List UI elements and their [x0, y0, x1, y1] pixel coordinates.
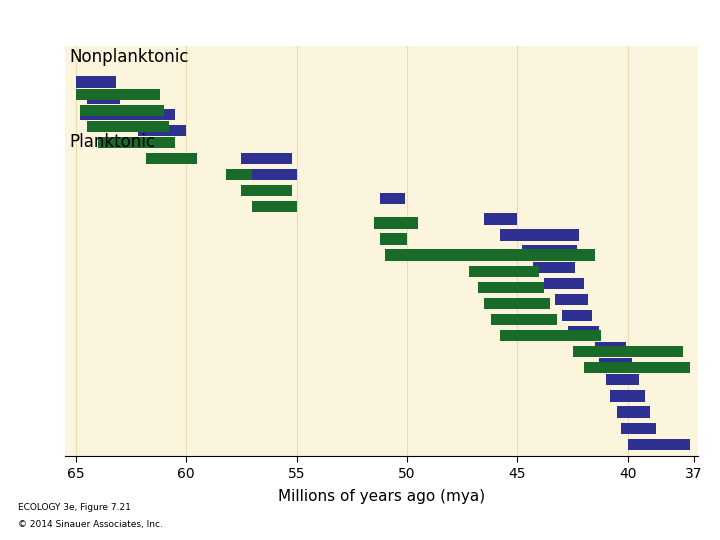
Bar [76, 77, 116, 87]
Text: Figure 7.21  Developmental Mode and Species Longevity: Figure 7.21 Developmental Mode and Speci… [9, 11, 388, 24]
Bar [385, 249, 595, 261]
Bar [491, 314, 557, 325]
Bar [485, 298, 551, 309]
Bar [555, 294, 588, 305]
Bar [138, 125, 186, 136]
Bar [572, 346, 683, 357]
Text: Planktonic: Planktonic [69, 132, 156, 151]
Bar [87, 92, 120, 104]
Bar [98, 137, 175, 148]
Text: ECOLOGY 3e, Figure 7.21: ECOLOGY 3e, Figure 7.21 [18, 503, 131, 512]
Bar [500, 230, 579, 241]
Bar [544, 278, 584, 289]
Text: Nonplanktonic: Nonplanktonic [69, 48, 189, 66]
Bar [253, 169, 297, 180]
Bar [469, 266, 539, 277]
Bar [522, 246, 577, 256]
Bar [241, 153, 292, 164]
Bar [606, 374, 639, 386]
Text: © 2014 Sinauer Associates, Inc.: © 2014 Sinauer Associates, Inc. [18, 519, 163, 529]
Bar [595, 342, 626, 353]
Bar [568, 326, 599, 337]
Bar [374, 217, 418, 228]
Bar [87, 121, 168, 132]
Bar [485, 213, 518, 225]
Bar [599, 358, 632, 369]
Bar [477, 282, 544, 293]
Bar [621, 422, 657, 434]
Bar [80, 109, 175, 120]
X-axis label: Millions of years ago (mya): Millions of years ago (mya) [278, 489, 485, 504]
Bar [253, 201, 297, 212]
Bar [80, 105, 164, 116]
Bar [628, 438, 690, 450]
Bar [380, 233, 407, 245]
Bar [241, 185, 292, 197]
Bar [500, 330, 601, 341]
Bar [533, 261, 575, 273]
Bar [617, 407, 650, 417]
Bar [76, 89, 160, 100]
Bar [380, 193, 405, 205]
Bar [146, 153, 197, 164]
Bar [610, 390, 645, 402]
Bar [562, 310, 593, 321]
Bar [226, 169, 253, 180]
Bar [584, 362, 690, 374]
